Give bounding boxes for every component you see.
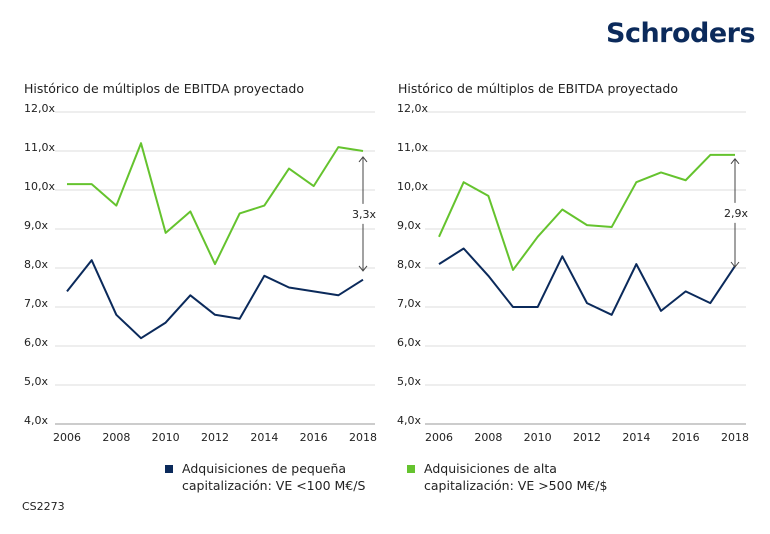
x-tick-label: 2012: [573, 431, 601, 444]
annotation-label: 2,9x: [724, 207, 748, 220]
footer-code: CS2273: [22, 500, 65, 513]
x-tick-label: 2006: [53, 431, 81, 444]
y-tick-label: 7,0x: [397, 297, 421, 310]
y-tick-label: 4,0x: [24, 414, 48, 427]
arrowhead-up-icon: [358, 156, 368, 163]
x-tick-label: 2014: [622, 431, 650, 444]
y-tick-label: 6,0x: [397, 336, 421, 349]
x-tick-label: 2012: [201, 431, 229, 444]
x-tick-label: 2018: [349, 431, 377, 444]
x-tick-label: 2008: [102, 431, 130, 444]
x-tick-label: 2014: [250, 431, 278, 444]
legend-label-large: Adquisiciones de alta capitalización: VE…: [424, 461, 608, 493]
chart-title-left: Histórico de múltiplos de EBITDA proyect…: [24, 81, 304, 96]
legend-swatch-small: [165, 465, 173, 473]
series-line-large: [438, 153, 735, 271]
x-tick-label: 2006: [425, 431, 453, 444]
y-tick-label: 11,0x: [397, 141, 428, 154]
y-tick-label: 8,0x: [24, 258, 48, 271]
series-line-small: [66, 259, 364, 340]
y-tick-label: 5,0x: [397, 375, 421, 388]
y-tick-label: 11,0x: [24, 141, 55, 154]
y-tick-label: 9,0x: [24, 219, 48, 232]
schroders-logo: Schroders: [606, 18, 756, 49]
x-tick-label: 2016: [300, 431, 328, 444]
legend-label-small: Adquisiciones de pequeña capitalización:…: [182, 461, 366, 493]
x-tick-label: 2018: [721, 431, 749, 444]
x-tick-label: 2010: [524, 431, 552, 444]
y-tick-label: 12,0x: [24, 102, 55, 115]
annotation-label: 3,3x: [352, 208, 376, 221]
y-tick-label: 4,0x: [397, 414, 421, 427]
y-tick-label: 10,0x: [24, 180, 55, 193]
legend-swatch-large: [407, 465, 415, 473]
x-tick-label: 2016: [672, 431, 700, 444]
arrowhead-down-icon: [730, 261, 740, 268]
series-line-small: [438, 247, 736, 316]
x-tick-label: 2010: [152, 431, 180, 444]
y-tick-label: 9,0x: [397, 219, 421, 232]
y-tick-label: 7,0x: [24, 297, 48, 310]
chart-title-right: Histórico de múltiplos de EBITDA proyect…: [398, 81, 678, 96]
legend-item-small: Adquisiciones de pequeña capitalización:…: [165, 460, 382, 494]
arrowhead-down-icon: [358, 265, 368, 272]
y-tick-label: 12,0x: [397, 102, 428, 115]
y-tick-label: 6,0x: [24, 336, 48, 349]
arrowhead-up-icon: [730, 158, 740, 165]
legend-item-large: Adquisiciones de alta capitalización: VE…: [407, 460, 614, 494]
y-tick-label: 8,0x: [397, 258, 421, 271]
y-tick-label: 10,0x: [397, 180, 428, 193]
x-tick-label: 2008: [474, 431, 502, 444]
y-tick-label: 5,0x: [24, 375, 48, 388]
series-line-large: [67, 142, 364, 266]
